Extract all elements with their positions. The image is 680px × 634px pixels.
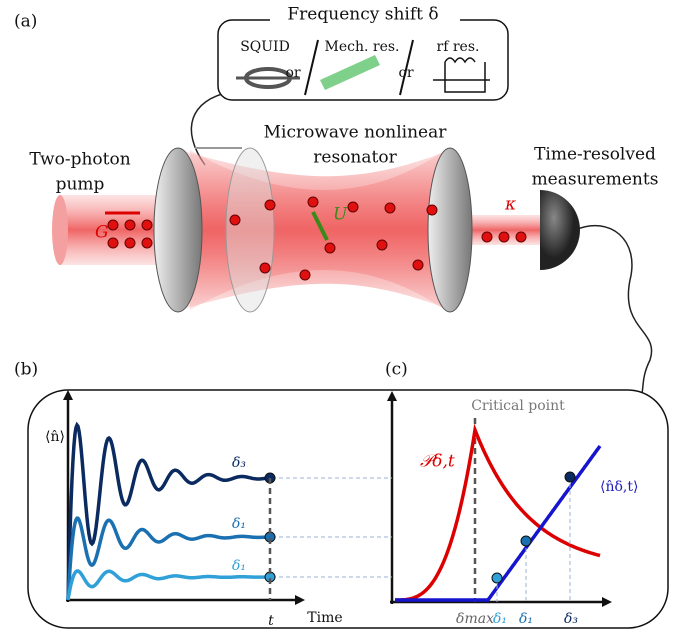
photon	[142, 220, 152, 230]
photon	[125, 220, 135, 230]
photon	[108, 220, 118, 230]
prob-label: 𝒫δ,t	[420, 452, 455, 472]
annotation: Critical point	[471, 398, 565, 414]
curve-label: δ₁	[232, 516, 246, 532]
photon	[499, 232, 509, 242]
photon	[230, 215, 240, 225]
pump-label: Two-photon	[29, 150, 130, 170]
photon	[385, 203, 395, 213]
x-label: Time	[307, 610, 342, 626]
pump-symbol: G	[95, 223, 109, 243]
or-label: or	[398, 65, 413, 81]
mech-label: Mech. res.	[325, 39, 400, 55]
n-label: ⟨n̂δ,t⟩	[600, 479, 638, 495]
x-tick-label: δ₃	[564, 611, 578, 627]
photon	[108, 238, 118, 248]
resonator-label: resonator	[313, 148, 397, 168]
pump-end	[52, 195, 68, 265]
x-tick-label: δmax	[456, 611, 494, 627]
photon	[377, 240, 387, 250]
marker	[565, 472, 575, 482]
photon	[427, 205, 437, 215]
mirror	[428, 148, 472, 312]
mirror	[154, 148, 202, 312]
marker	[521, 536, 531, 546]
photon	[482, 232, 492, 242]
panel-label: (a)	[14, 12, 37, 32]
rf-label: rf res.	[437, 39, 480, 55]
curve-label: δ₃	[232, 455, 246, 471]
plot-panel	[28, 390, 668, 628]
cable	[575, 226, 652, 400]
curve-label: δ₁	[232, 558, 246, 574]
cavity-beam	[180, 150, 450, 310]
measure-label: measurements	[532, 170, 659, 190]
panel-label: (c)	[385, 360, 408, 380]
photon	[265, 200, 275, 210]
x-tick-label: δ₁	[493, 611, 507, 627]
photon	[348, 202, 358, 212]
squid-label: SQUID	[240, 39, 290, 55]
photon	[516, 232, 526, 242]
figure: (a) Frequency shift δ SQUID Mech. res. r…	[0, 0, 680, 634]
u-symbol: U	[333, 205, 348, 225]
resonator-label: Microwave nonlinear	[264, 123, 448, 143]
photon	[325, 243, 335, 253]
t-label: t	[268, 613, 274, 629]
y-label: ⟨n̂⟩	[45, 429, 65, 445]
photon	[413, 260, 423, 270]
box-title: Frequency shift δ	[287, 5, 438, 25]
photon	[142, 238, 152, 248]
photon	[300, 270, 310, 280]
measure-label: Time-resolved	[534, 145, 656, 165]
photon	[125, 238, 135, 248]
mirror-moving	[226, 148, 274, 312]
or-label: or	[285, 65, 300, 81]
kappa-symbol: κ	[504, 195, 516, 215]
marker	[492, 573, 502, 583]
pump-label: pump	[56, 175, 105, 195]
photon	[260, 263, 270, 273]
x-tick-label: δ₁	[519, 611, 533, 627]
photon	[308, 197, 318, 207]
detector	[540, 190, 580, 270]
panel-label: (b)	[14, 360, 38, 380]
